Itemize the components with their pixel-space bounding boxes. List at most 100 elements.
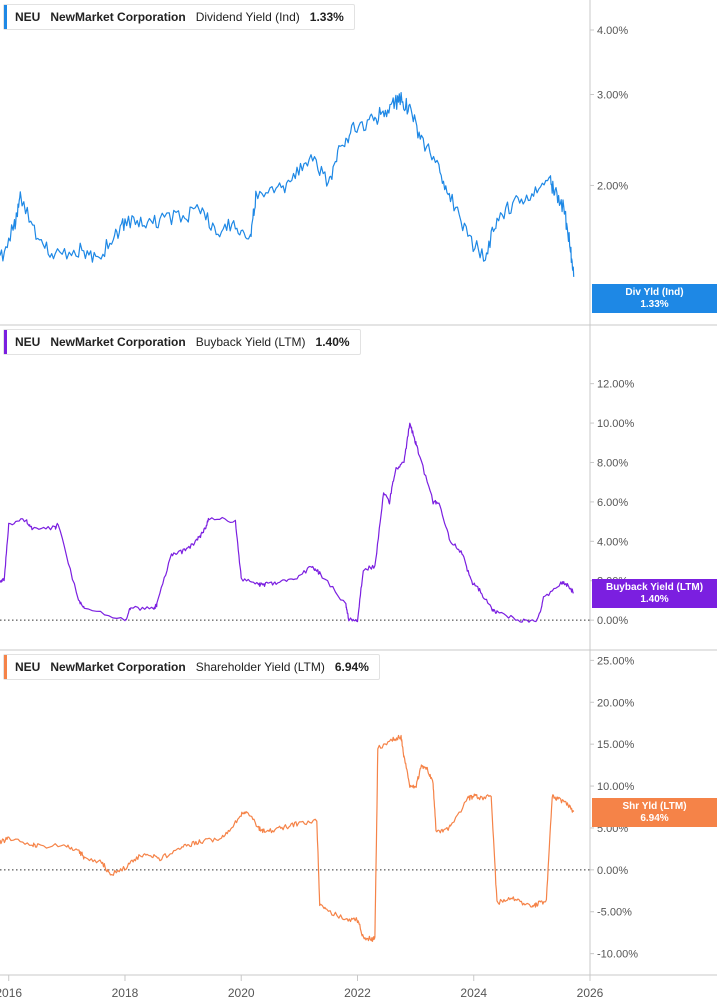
x-tick-label: 2016	[0, 986, 22, 1000]
panel-3-y-tick-label: 0.00%	[597, 865, 628, 877]
panel-1-data-point	[275, 190, 277, 192]
panel-1-data-point	[200, 208, 202, 210]
panel-1-data-point	[438, 168, 440, 170]
panel-3-data-point	[409, 785, 411, 787]
x-tick-label: 2018	[112, 986, 139, 1000]
panel-1-data-point	[400, 97, 402, 99]
panel-2-data-point	[235, 521, 237, 523]
panel-2-data-point	[153, 607, 155, 609]
panel-3-data-point	[136, 856, 138, 858]
panel-2-company: NewMarket Corporation	[50, 335, 186, 349]
panel-2-y-tick-label: 8.00%	[597, 457, 628, 469]
panel-3-data-point	[537, 903, 539, 905]
panel-1-data-point	[484, 257, 486, 259]
panel-2-data-point	[490, 607, 492, 609]
panel-3-data-point	[435, 830, 437, 832]
panel-3-data-point	[83, 856, 85, 858]
panel-2-data-point	[8, 523, 10, 525]
panel-2-data-point	[389, 501, 391, 503]
panel-3-color-swatch	[4, 655, 7, 679]
panel-1-data-point	[159, 218, 161, 220]
panel-1-data-point	[351, 130, 353, 132]
panel-3-data-point	[490, 795, 492, 797]
panel-3-data-point	[566, 802, 568, 804]
panel-2-data-point	[319, 572, 321, 574]
panel-2-data-point	[171, 554, 173, 556]
panel-2-data-point	[124, 619, 126, 621]
panel-3-data-point	[217, 839, 219, 841]
panel-2-data-point	[130, 607, 132, 609]
panel-3-data-point	[371, 938, 373, 940]
panel-1-data-point	[514, 202, 516, 204]
panel-2-data-point	[83, 605, 85, 607]
panel-1-data-point	[328, 185, 330, 187]
panel-2-data-point	[362, 568, 364, 570]
panel-1-data-point	[573, 276, 575, 278]
panel-1-data-point	[310, 153, 312, 155]
panel-1-y-tick-label: 3.00%	[597, 90, 628, 102]
panel-3-data-point	[264, 830, 266, 832]
panel-1-y-tick-label: 4.00%	[597, 25, 628, 37]
panel-2-data-point	[409, 422, 411, 424]
x-tick-label: 2022	[344, 986, 371, 1000]
panel-2-series-line	[0, 422, 574, 623]
panel-1-data-point	[339, 144, 341, 146]
panel-2-data-point	[275, 582, 277, 584]
panel-1-data-point	[409, 109, 411, 111]
panel-3-data-point	[66, 845, 68, 847]
panel-2-data-point	[316, 570, 318, 572]
panel-2-data-point	[258, 584, 260, 586]
panel-2-data-point	[432, 501, 434, 503]
x-tick-label: 2020	[228, 986, 255, 1000]
panel-3-data-point	[200, 840, 202, 842]
panel-2-data-point	[194, 542, 196, 544]
panel-1-data-point	[368, 121, 370, 123]
panel-2-data-point	[415, 442, 417, 444]
panel-3-data-point	[479, 797, 481, 799]
panel-2-data-point	[57, 523, 59, 525]
panel-1-data-point	[380, 113, 382, 115]
panel-2-data-point	[310, 566, 312, 568]
panel-2-data-point	[519, 619, 521, 621]
panel-3-data-point	[400, 737, 402, 739]
panel-1-data-point	[19, 196, 21, 198]
panel-1-color-swatch	[4, 5, 7, 29]
panel-2-data-point	[394, 469, 396, 471]
panel-3-data-point	[377, 747, 379, 749]
panel-2-flag-name: Buyback Yield (LTM)	[605, 582, 704, 593]
panel-1-data-point	[496, 218, 498, 220]
panel-3-data-point	[426, 768, 428, 770]
panel-3-data-point	[287, 825, 289, 827]
panel-1-data-point	[255, 196, 257, 198]
panel-1-data-point	[142, 224, 144, 226]
panel-3-data-point	[110, 873, 112, 875]
panel-3-data-point	[573, 811, 575, 813]
panel-3-value-flag: Shr Yld (LTM) 6.94%	[592, 798, 717, 827]
panel-1-data-point	[235, 221, 237, 223]
panel-3-data-point	[473, 795, 475, 797]
panel-2-data-point	[345, 603, 347, 605]
panel-2-data-point	[156, 603, 158, 605]
panel-2-data-point	[3, 580, 5, 582]
panel-3-data-point	[240, 814, 242, 816]
panel-3-metric: Shareholder Yield (LTM)	[195, 660, 325, 674]
panel-2-data-point	[293, 580, 295, 582]
panel-3-data-point	[37, 845, 39, 847]
panel-3-data-point	[403, 756, 405, 758]
panel-3-data-point	[345, 918, 347, 920]
panel-3-data-point	[8, 837, 10, 839]
panel-3-data-point	[508, 897, 510, 899]
panel-3-y-tick-label: 15.00%	[597, 739, 635, 751]
panel-3-data-point	[176, 849, 178, 851]
panel-1-data-point	[54, 255, 56, 257]
panel-2-data-point	[470, 580, 472, 582]
panel-3-data-point	[298, 822, 300, 824]
panel-3-data-point	[467, 798, 469, 800]
panel-3-data-point	[101, 861, 103, 863]
panel-2-data-point	[403, 462, 405, 464]
panel-2-data-point	[560, 582, 562, 584]
panel-3-data-point	[229, 830, 231, 832]
panel-2-data-point	[450, 540, 452, 542]
panel-1-data-point	[0, 260, 1, 262]
